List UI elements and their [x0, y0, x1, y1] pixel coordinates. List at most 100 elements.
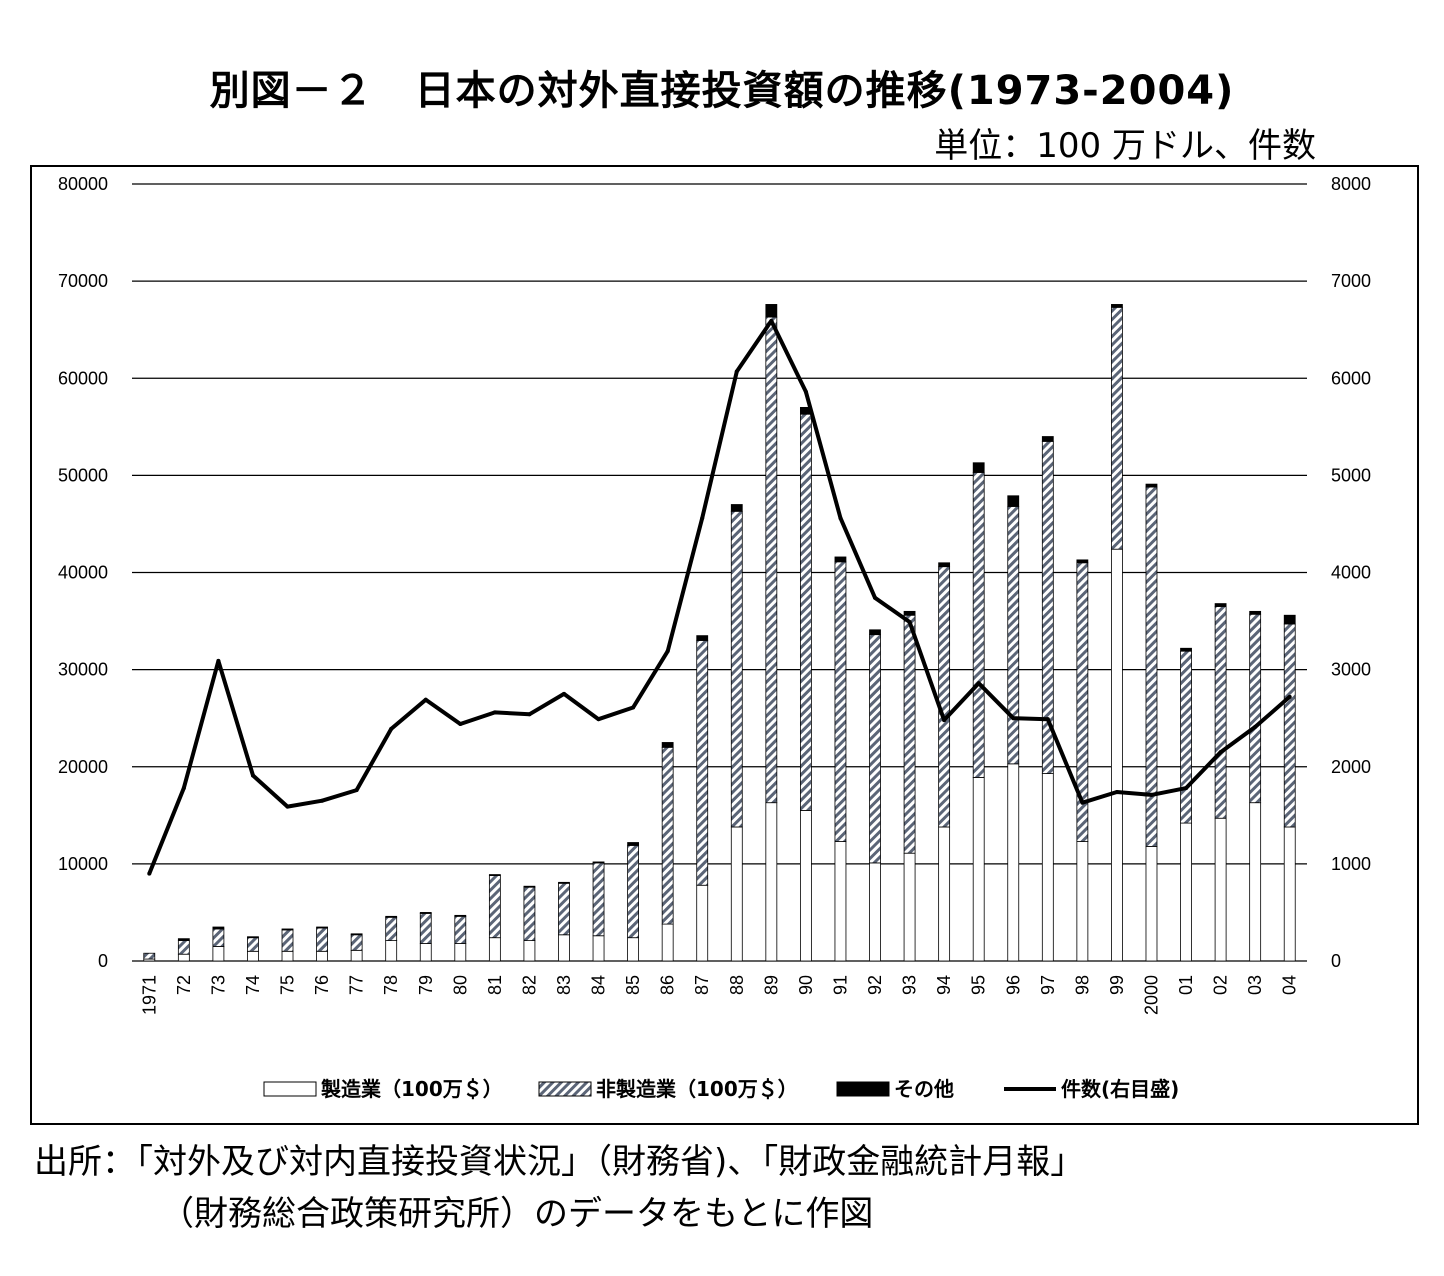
line-count-point [389, 726, 394, 731]
line-count-point [250, 773, 255, 778]
line-count-point [1287, 694, 1292, 699]
bar-other [558, 881, 570, 884]
line-count-point [181, 786, 186, 791]
x-axis: 1971 72 73 74 75 76 77 78 79 80 81 82 83 84 85 86 87 88 89… [139, 975, 1299, 1015]
bar-manufacturing [1041, 773, 1054, 962]
x-tick-label: 97 [1038, 975, 1058, 995]
x-tick-label: 99 [1107, 975, 1127, 995]
bar-other [281, 928, 294, 931]
x-tick-label: 81 [485, 975, 505, 995]
right-tick-label: 8000 [1331, 174, 1371, 194]
legend-label: その他 [894, 1077, 954, 1101]
left-y-axis: 0 10000 20000 30000 40000 50000 60000 70000 8000… [58, 174, 108, 971]
bar-other [247, 936, 259, 939]
line-count-point [147, 871, 152, 876]
bar-manufacturing [385, 940, 398, 962]
unit-label: 単位：100 万ドル、件数 [934, 126, 1316, 166]
line-count-point [1218, 750, 1223, 755]
bar-manufacturing [799, 810, 812, 962]
right-tick-label: 5000 [1331, 465, 1371, 485]
bar-other [1180, 647, 1192, 652]
bar-non-manufacturing [765, 316, 778, 804]
x-tick-label: 89 [761, 975, 781, 995]
legend-swatch [538, 1081, 592, 1097]
x-tick-label: 72 [174, 975, 194, 995]
line-count-point [873, 595, 878, 600]
bar-manufacturing [488, 937, 501, 962]
bar-non-manufacturing [972, 472, 985, 778]
line-count-point [803, 389, 808, 394]
x-tick-label: 01 [1176, 975, 1196, 995]
line-count-point [1253, 724, 1258, 729]
line-count-point [1184, 786, 1189, 791]
line-count-point [700, 516, 705, 521]
bar-non-manufacturing [419, 913, 432, 944]
left-tick-label: 30000 [58, 660, 108, 680]
x-tick-label: 94 [934, 975, 954, 995]
line-count-point [423, 697, 428, 702]
bar-manufacturing [1007, 763, 1020, 962]
line-count-point [907, 620, 912, 625]
bar-manufacturing [454, 943, 467, 962]
bar-non-manufacturing [592, 862, 605, 937]
right-tick-label: 4000 [1331, 563, 1371, 583]
right-tick-label: 6000 [1331, 368, 1371, 388]
bar-non-manufacturing [869, 634, 881, 864]
bar-manufacturing [523, 940, 536, 962]
line-count-point [527, 712, 532, 717]
x-tick-label: 88 [727, 975, 747, 995]
bar-manufacturing [558, 934, 570, 962]
line-count-point [320, 798, 325, 803]
x-tick-label: 74 [243, 975, 263, 995]
bar-non-manufacturing [488, 875, 501, 939]
bar-manufacturing [1214, 817, 1227, 962]
bar-non-manufacturing [799, 413, 812, 811]
x-tick-label: 76 [312, 975, 332, 995]
bar-non-manufacturing [558, 882, 570, 936]
right-tick-label: 1000 [1331, 854, 1371, 874]
bar-non-manufacturing [523, 886, 536, 942]
line-count-point [734, 369, 739, 374]
bar-manufacturing [765, 802, 778, 962]
bar-non-manufacturing [903, 614, 916, 854]
bar-manufacturing [730, 826, 743, 962]
bar-manufacturing [1076, 841, 1089, 962]
left-tick-label: 80000 [58, 174, 108, 194]
chart-frame: 0 10000 20000 30000 40000 50000 60000 70000 8000… [30, 165, 1419, 1125]
bar-non-manufacturing [1007, 506, 1020, 765]
legend-label: 非製造業（100万＄） [596, 1077, 798, 1101]
legend-swatch [263, 1081, 317, 1097]
bar-other [1111, 304, 1123, 308]
left-tick-label: 20000 [58, 757, 108, 777]
x-tick-label: 96 [1003, 975, 1023, 995]
bar-non-manufacturing [1249, 613, 1262, 804]
x-tick-label: 75 [278, 975, 298, 995]
bar-other [765, 304, 778, 318]
bar-other [903, 610, 916, 616]
bar-other [972, 462, 985, 473]
bar-manufacturing [938, 826, 951, 962]
bar-manufacturing [1283, 826, 1296, 962]
line-layer [147, 318, 1292, 876]
bar-non-manufacturing [1214, 606, 1227, 819]
bar-manufacturing [247, 950, 259, 962]
x-tick-label: 93 [900, 975, 920, 995]
x-tick-label: 04 [1280, 975, 1300, 995]
bar-non-manufacturing [1111, 306, 1123, 550]
left-tick-label: 60000 [58, 368, 108, 388]
bar-non-manufacturing [385, 916, 398, 942]
source-line-2: （財務総合政策研究所）のデータをもとに作図 [160, 1194, 874, 1234]
bar-other [627, 842, 640, 846]
bar-other [1076, 559, 1089, 564]
bar-manufacturing [592, 935, 605, 962]
x-tick-label: 2000 [1141, 975, 1161, 1015]
bar-non-manufacturing [1283, 623, 1296, 828]
bar-non-manufacturing [143, 952, 156, 960]
line-count-point [354, 788, 359, 793]
bar-other [419, 912, 432, 914]
right-tick-label: 0 [1331, 951, 1341, 971]
right-tick-label: 7000 [1331, 271, 1371, 291]
line-count-point [665, 649, 670, 654]
right-tick-label: 3000 [1331, 660, 1371, 680]
bar-other [869, 629, 881, 636]
